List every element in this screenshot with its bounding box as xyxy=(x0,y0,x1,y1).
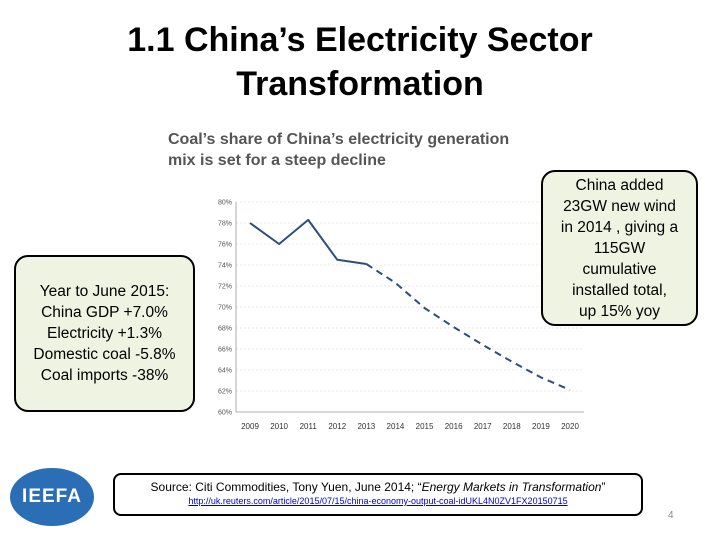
x-tick-label: 2009 xyxy=(241,422,259,431)
y-tick-label: 60% xyxy=(218,410,232,417)
y-tick-label: 76% xyxy=(218,242,232,249)
source-suffix: ” xyxy=(601,480,606,494)
slide-title-line2: Transformation xyxy=(236,65,484,103)
callout-line: Electricity +1.3% xyxy=(46,325,162,342)
source-link[interactable]: http://uk.reuters.com/article/2015/07/15… xyxy=(188,496,568,506)
callout-line: in 2014 , giving a xyxy=(560,218,679,236)
source-box: Source: Citi Commodities, Tony Yuen, Jun… xyxy=(113,473,643,516)
y-tick-label: 72% xyxy=(218,284,232,291)
coal-share-line-chart: 80% 78% 76% 74% 72% 70% 68% 66% 64% 62% 60% 2009 201… xyxy=(218,200,584,431)
callout-line: China GDP +7.0% xyxy=(41,304,168,321)
historical-series-line xyxy=(249,218,367,265)
x-tick-label: 2010 xyxy=(270,422,288,431)
slide-title: 1.1 China’s Electricity Sector Transform… xyxy=(0,18,720,106)
x-tick-label: 2013 xyxy=(357,422,375,431)
x-tick-label: 2016 xyxy=(445,422,463,431)
x-tick-label: 2017 xyxy=(474,422,492,431)
callout-line: Coal imports -38% xyxy=(40,367,169,384)
callout-line: up 15% yoy xyxy=(579,302,660,320)
source-prefix: Source: Citi Commodities, Tony Yuen, Jun… xyxy=(150,480,422,494)
x-tick-label: 2014 xyxy=(387,422,405,431)
x-tick-label: 2015 xyxy=(416,422,434,431)
slide-title-line1: 1.1 China’s Electricity Sector xyxy=(127,21,593,59)
y-tick-label: 62% xyxy=(218,389,232,396)
gdp-stats-callout: Year to June 2015: China GDP +7.0% Elect… xyxy=(14,255,195,412)
page-number: 4 xyxy=(668,510,674,521)
x-tick-label: 2018 xyxy=(503,422,521,431)
y-tick-label: 74% xyxy=(218,263,232,270)
chart-title-line1: Coal’s share of China’s electricity gene… xyxy=(168,131,510,148)
callout-line: Domestic coal -5.8% xyxy=(33,346,176,363)
callout-line: China added xyxy=(575,176,664,194)
wind-capacity-callout: China added 23GW new wind in 2014 , givi… xyxy=(541,170,698,326)
callout-line: Year to June 2015: xyxy=(39,283,170,300)
x-tick-label: 2020 xyxy=(561,422,579,431)
x-tick-label: 2011 xyxy=(300,422,318,431)
y-tick-label: 78% xyxy=(218,221,232,228)
x-tick-label: 2012 xyxy=(328,422,346,431)
ieefa-logo: IEEFA xyxy=(10,468,94,526)
y-tick-label: 70% xyxy=(218,305,232,312)
x-tick-label: 2019 xyxy=(532,422,550,431)
callout-line: 23GW new wind xyxy=(563,197,676,215)
callout-line: installed total, xyxy=(572,281,667,299)
callout-line: cumulative xyxy=(582,260,657,278)
chart-title: Coal’s share of China’s electricity gene… xyxy=(168,129,588,171)
source-citation: Source: Citi Commodities, Tony Yuen, Jun… xyxy=(115,480,641,494)
logo-text: IEEFA xyxy=(22,486,82,507)
y-tick-label: 66% xyxy=(218,347,232,354)
chart-title-line2: mix is set for a steep decline xyxy=(168,152,386,169)
y-tick-label: 80% xyxy=(218,200,232,207)
callout-line: 115GW xyxy=(593,239,646,257)
forecast-series-line xyxy=(365,263,571,391)
y-tick-label: 68% xyxy=(218,326,232,333)
y-tick-label: 64% xyxy=(218,368,232,375)
source-title: Energy Markets in Transformation xyxy=(421,480,602,494)
